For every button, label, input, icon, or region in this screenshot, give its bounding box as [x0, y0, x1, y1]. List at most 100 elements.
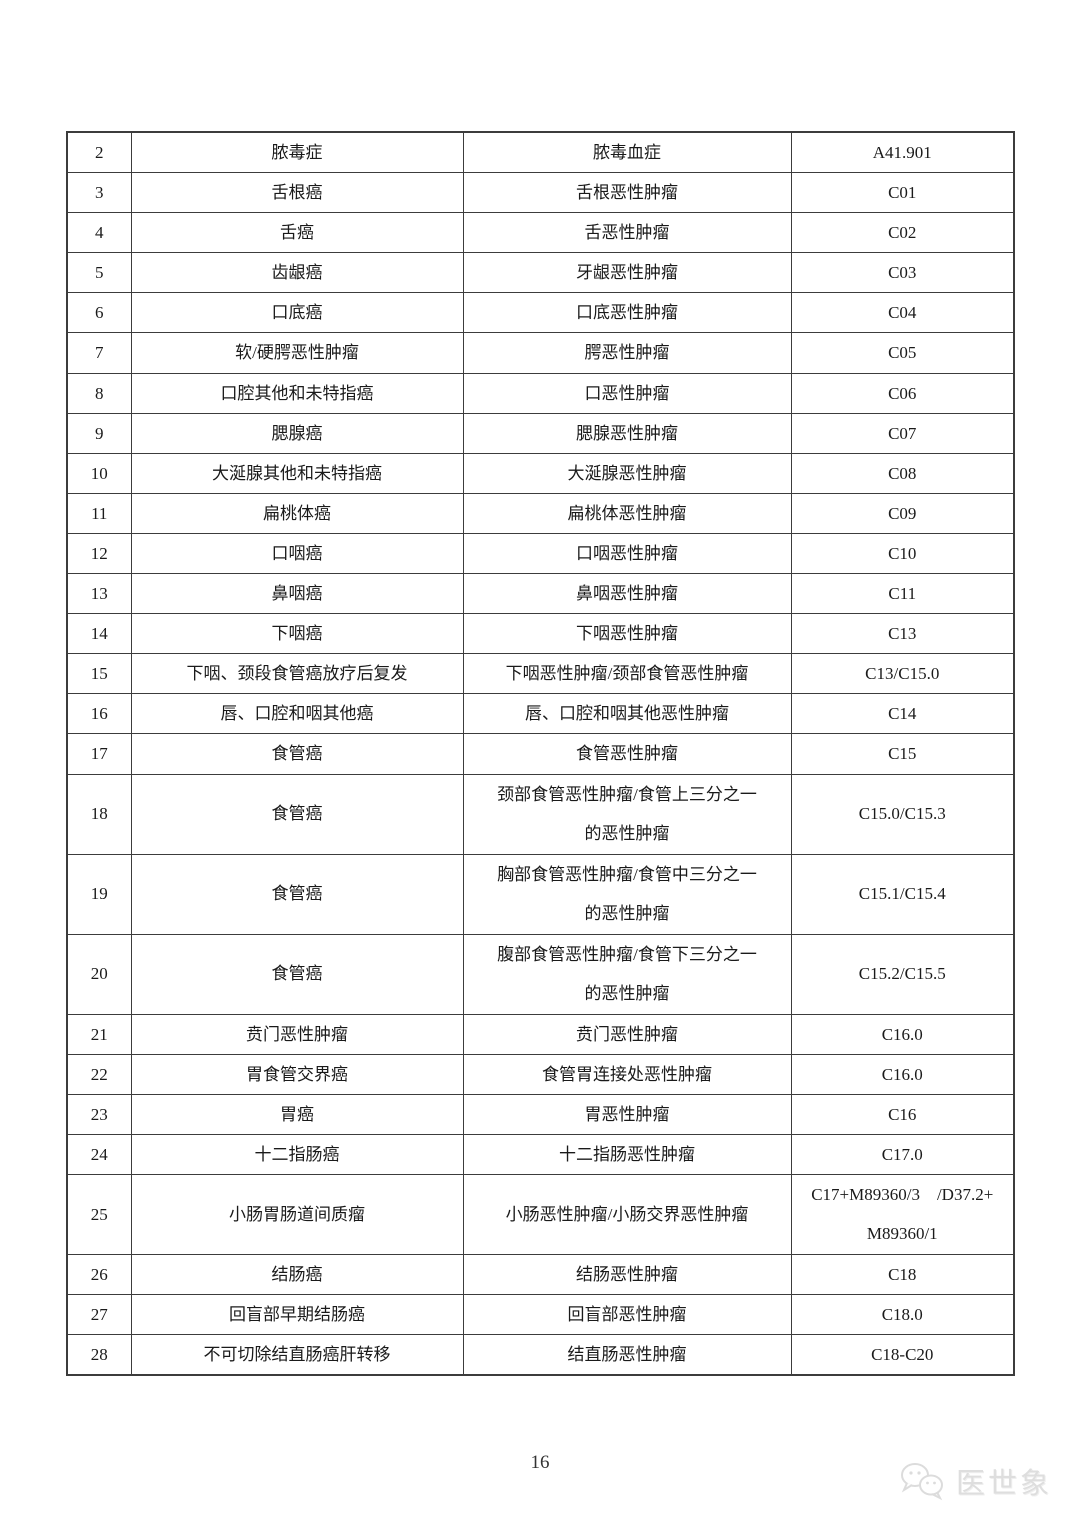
cell-standard-name: 小肠恶性肿瘤/小肠交界恶性肿瘤: [462, 1173, 792, 1255]
table-row: 21 贲门恶性肿瘤 贲门恶性肿瘤 C16.0: [66, 1013, 1015, 1055]
table-row: 7 软/硬腭恶性肿瘤 腭恶性肿瘤 C05: [66, 332, 1015, 374]
table-body: 2 脓毒症 脓毒血症 A41.901 3 舌根癌 舌根恶性肿瘤 C01 4 舌癌 舌恶性肿瘤 C02 5…: [66, 131, 1015, 1376]
cell-row-number: 25: [66, 1173, 132, 1255]
cell-icd-code: C03: [790, 252, 1015, 294]
cell-row-number: 19: [66, 853, 132, 935]
cell-disease-name: 十二指肠癌: [130, 1133, 464, 1175]
table-row: 4 舌癌 舌恶性肿瘤 C02: [66, 212, 1015, 254]
table-row: 6 口底癌 口底恶性肿瘤 C04: [66, 292, 1015, 334]
cell-row-number: 7: [66, 332, 132, 374]
cell-icd-code: C11: [790, 573, 1015, 615]
cell-disease-name: 口腔其他和未特指癌: [130, 372, 464, 414]
cell-row-number: 16: [66, 693, 132, 735]
cell-disease-name: 舌根癌: [130, 172, 464, 214]
cell-standard-name: 脓毒血症: [462, 131, 792, 174]
cell-icd-code: C08: [790, 452, 1015, 494]
cell-row-number: 12: [66, 532, 132, 575]
cell-row-number: 10: [66, 452, 132, 494]
table-row: 18 食管癌 颈部食管恶性肿瘤/食管上三分之一 的恶性肿瘤 C15.0/C15.3: [66, 773, 1015, 855]
cell-disease-name: 腮腺癌: [130, 412, 464, 454]
cell-disease-name: 食管癌: [130, 733, 464, 775]
table-row: 2 脓毒症 脓毒血症 A41.901: [66, 131, 1015, 174]
table-row: 14 下咽癌 下咽恶性肿瘤 C13: [66, 613, 1015, 655]
cell-row-number: 28: [66, 1334, 132, 1376]
cell-icd-code: C15.1/C15.4: [790, 853, 1015, 935]
cell-disease-name: 扁桃体癌: [130, 492, 464, 534]
cell-standard-name: 腮腺恶性肿瘤: [462, 412, 792, 454]
cell-standard-name: 食管恶性肿瘤: [462, 733, 792, 775]
cell-icd-code: C18: [790, 1253, 1015, 1295]
cell-row-number: 26: [66, 1253, 132, 1295]
cell-standard-name: 下咽恶性肿瘤/颈部食管恶性肿瘤: [462, 653, 792, 695]
cell-row-number: 27: [66, 1293, 132, 1336]
cell-row-number: 18: [66, 773, 132, 855]
cell-row-number: 9: [66, 412, 132, 454]
cell-standard-name: 食管胃连接处恶性肿瘤: [462, 1053, 792, 1095]
cell-disease-name: 下咽、颈段食管癌放疗后复发: [130, 653, 464, 695]
table-row: 27 回盲部早期结肠癌 回盲部恶性肿瘤 C18.0: [66, 1293, 1015, 1336]
cell-disease-name: 大涎腺其他和未特指癌: [130, 452, 464, 494]
cell-row-number: 5: [66, 252, 132, 294]
table-row: 17 食管癌 食管恶性肿瘤 C15: [66, 733, 1015, 775]
cell-icd-code: C16.0: [790, 1013, 1015, 1055]
cell-disease-name: 结肠癌: [130, 1253, 464, 1295]
cell-icd-code: C17+M89360/3 /D37.2+ M89360/1: [790, 1173, 1015, 1255]
cell-icd-code: C02: [790, 212, 1015, 254]
table-row: 28 不可切除结直肠癌肝转移 结直肠恶性肿瘤 C18-C20: [66, 1334, 1015, 1376]
cell-icd-code: C13: [790, 613, 1015, 655]
cell-row-number: 6: [66, 292, 132, 334]
cell-disease-name: 食管癌: [130, 853, 464, 935]
cell-icd-code: C05: [790, 332, 1015, 374]
cell-icd-code: C15: [790, 733, 1015, 775]
cell-disease-name: 软/硬腭恶性肿瘤: [130, 332, 464, 374]
cell-standard-name: 颈部食管恶性肿瘤/食管上三分之一 的恶性肿瘤: [462, 773, 792, 855]
table-row: 15 下咽、颈段食管癌放疗后复发 下咽恶性肿瘤/颈部食管恶性肿瘤 C13/C15.0: [66, 653, 1015, 695]
cell-icd-code: C13/C15.0: [790, 653, 1015, 695]
cell-standard-name: 口底恶性肿瘤: [462, 292, 792, 334]
cell-standard-name: 舌根恶性肿瘤: [462, 172, 792, 214]
cell-row-number: 22: [66, 1053, 132, 1095]
table-row: 24 十二指肠癌 十二指肠恶性肿瘤 C17.0: [66, 1133, 1015, 1175]
cell-disease-name: 唇、口腔和咽其他癌: [130, 693, 464, 735]
cell-row-number: 23: [66, 1093, 132, 1135]
cell-disease-name: 齿龈癌: [130, 252, 464, 294]
table-row: 3 舌根癌 舌根恶性肿瘤 C01: [66, 172, 1015, 214]
cell-icd-code: C01: [790, 172, 1015, 214]
cell-standard-name: 舌恶性肿瘤: [462, 212, 792, 254]
cell-row-number: 20: [66, 933, 132, 1015]
table-row: 25 小肠胃肠道间质瘤 小肠恶性肿瘤/小肠交界恶性肿瘤 C17+M89360/3 /D…: [66, 1173, 1015, 1255]
cell-disease-name: 舌癌: [130, 212, 464, 254]
table-row: 11 扁桃体癌 扁桃体恶性肿瘤 C09: [66, 492, 1015, 534]
wechat-chat-bubbles-icon: [898, 1461, 948, 1501]
cell-row-number: 21: [66, 1013, 132, 1055]
cell-icd-code: C18.0: [790, 1293, 1015, 1336]
cell-disease-name: 小肠胃肠道间质瘤: [130, 1173, 464, 1255]
cell-disease-name: 口咽癌: [130, 532, 464, 575]
cell-icd-code: C06: [790, 372, 1015, 414]
cell-standard-name: 口恶性肿瘤: [462, 372, 792, 414]
cell-icd-code: C15.0/C15.3: [790, 773, 1015, 855]
cell-row-number: 13: [66, 573, 132, 615]
table-row: 23 胃癌 胃恶性肿瘤 C16: [66, 1093, 1015, 1135]
cell-icd-code: C16.0: [790, 1053, 1015, 1095]
cell-icd-code: C16: [790, 1093, 1015, 1135]
table-row: 8 口腔其他和未特指癌 口恶性肿瘤 C06: [66, 372, 1015, 414]
table-row: 12 口咽癌 口咽恶性肿瘤 C10: [66, 532, 1015, 575]
cell-standard-name: 十二指肠恶性肿瘤: [462, 1133, 792, 1175]
cell-standard-name: 结直肠恶性肿瘤: [462, 1334, 792, 1376]
table-row: 9 腮腺癌 腮腺恶性肿瘤 C07: [66, 412, 1015, 454]
cell-standard-name: 鼻咽恶性肿瘤: [462, 573, 792, 615]
page-number: 16: [530, 1452, 550, 1473]
cell-icd-code: C09: [790, 492, 1015, 534]
cell-disease-name: 胃食管交界癌: [130, 1053, 464, 1095]
cell-disease-name: 脓毒症: [130, 131, 464, 174]
cell-disease-name: 食管癌: [130, 773, 464, 855]
cell-standard-name: 口咽恶性肿瘤: [462, 532, 792, 575]
cell-icd-code: C07: [790, 412, 1015, 454]
cell-standard-name: 腹部食管恶性肿瘤/食管下三分之一 的恶性肿瘤: [462, 933, 792, 1015]
cell-disease-name: 食管癌: [130, 933, 464, 1015]
cell-icd-code: C18-C20: [790, 1334, 1015, 1376]
cell-standard-name: 大涎腺恶性肿瘤: [462, 452, 792, 494]
cell-standard-name: 扁桃体恶性肿瘤: [462, 492, 792, 534]
cell-icd-code: C15.2/C15.5: [790, 933, 1015, 1015]
